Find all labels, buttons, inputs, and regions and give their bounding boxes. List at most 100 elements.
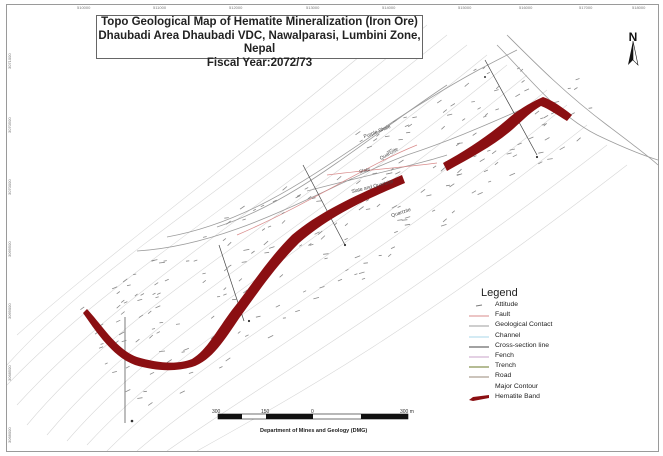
attitude-mark bbox=[308, 243, 312, 246]
attitude-mark bbox=[80, 306, 85, 311]
attitude-mark bbox=[295, 195, 301, 199]
attitude-mark bbox=[122, 278, 128, 283]
attitude-mark bbox=[116, 291, 121, 295]
attitude-mark bbox=[324, 257, 328, 260]
attitude-mark bbox=[154, 282, 159, 286]
attitude-mark bbox=[152, 292, 156, 295]
attitude-mark bbox=[356, 180, 361, 185]
contour-lines bbox=[7, 16, 628, 451]
legend-symbol-line bbox=[469, 376, 489, 378]
grid-tick-top-3: 513000 bbox=[306, 5, 320, 10]
attitude-mark bbox=[358, 206, 364, 211]
attitude-mark bbox=[394, 230, 398, 234]
attitude-mark bbox=[464, 82, 470, 87]
grid-tick-left-5: 3068500 bbox=[7, 365, 12, 381]
attitude-mark bbox=[494, 161, 499, 166]
attitude-mark bbox=[348, 178, 352, 181]
attitude-mark bbox=[386, 148, 392, 153]
attitude-mark bbox=[512, 154, 518, 158]
attitude-mark bbox=[224, 217, 229, 219]
attitude-mark bbox=[376, 133, 380, 137]
attitude-mark bbox=[225, 357, 231, 362]
attitude-mark bbox=[573, 87, 578, 90]
attitude-mark bbox=[337, 278, 343, 282]
grid-tick-left-1: 3070500 bbox=[7, 117, 12, 133]
attitude-mark bbox=[471, 101, 475, 103]
attitude-mark bbox=[317, 230, 323, 235]
attitude-mark bbox=[156, 331, 160, 334]
attitude-mark bbox=[575, 78, 580, 81]
attitude-mark bbox=[344, 223, 349, 227]
attitude-mark bbox=[311, 197, 316, 199]
attitude-mark bbox=[222, 238, 227, 242]
attitude-mark bbox=[483, 115, 487, 118]
legend-label: Cross-section line bbox=[495, 341, 550, 349]
grid-tick-top-8: 518000 bbox=[632, 5, 646, 10]
attitude-mark bbox=[255, 315, 261, 318]
scale-caption: Department of Mines and Geology (DMG) bbox=[260, 428, 368, 434]
attitude-mark bbox=[242, 218, 246, 221]
grid-tick-top-0: 510000 bbox=[77, 5, 91, 10]
grid-tick-left-2: 3070000 bbox=[7, 179, 12, 195]
attitude-mark bbox=[183, 347, 190, 351]
attitude-mark bbox=[450, 103, 456, 107]
attitude-mark bbox=[295, 309, 301, 313]
attitude-mark bbox=[354, 273, 358, 276]
attitude-mark bbox=[323, 253, 329, 255]
attitude-mark bbox=[126, 284, 131, 287]
attitude-mark bbox=[179, 390, 185, 394]
attitude-mark bbox=[272, 199, 277, 203]
scale-label-0: 300 bbox=[212, 409, 221, 415]
legend-symbol-line bbox=[469, 356, 489, 358]
attitude-mark bbox=[302, 290, 307, 293]
legend: Legend Attitude Fault Geological Contact Ch… bbox=[469, 287, 649, 403]
attitude-mark bbox=[426, 194, 432, 197]
attitude-mark bbox=[155, 305, 161, 309]
attitude-mark bbox=[538, 161, 543, 165]
attitude-mark bbox=[313, 297, 320, 300]
attitude-mark bbox=[363, 262, 368, 264]
attitude-mark bbox=[245, 334, 249, 337]
attitude-mark bbox=[243, 289, 248, 294]
legend-label: Hematite Band bbox=[495, 392, 540, 400]
legend-item: Cross-section line bbox=[469, 342, 649, 352]
attitude-mark bbox=[473, 155, 477, 158]
scale-label-3: 300 m bbox=[400, 409, 414, 415]
attitude-mark bbox=[432, 165, 437, 169]
attitude-mark bbox=[576, 137, 581, 142]
attitude-mark bbox=[163, 260, 167, 262]
grid-tick-top-7: 517000 bbox=[579, 5, 593, 10]
grid-tick-left-4: 3069000 bbox=[7, 303, 12, 319]
legend-label: Road bbox=[495, 372, 512, 380]
attitude-mark bbox=[397, 219, 403, 221]
attitude-mark bbox=[442, 218, 447, 223]
attitude-mark bbox=[112, 371, 117, 373]
attitude-mark bbox=[479, 158, 485, 162]
attitude-mark bbox=[267, 225, 272, 228]
legend-items: Attitude Fault Geological Contact Channel Cr… bbox=[469, 301, 649, 403]
legend-symbol-line bbox=[469, 346, 489, 348]
attitude-mark bbox=[181, 351, 185, 353]
attitude-mark bbox=[473, 68, 477, 71]
attitude-mark bbox=[281, 220, 286, 224]
attitude-mark bbox=[118, 331, 125, 336]
attitude-mark bbox=[520, 68, 524, 72]
attitude-mark bbox=[412, 116, 417, 119]
attitude-mark bbox=[398, 159, 404, 164]
attitude-mark bbox=[543, 115, 549, 119]
legend-label: Trench bbox=[495, 362, 516, 370]
attitude-mark bbox=[344, 238, 348, 241]
attitude-mark bbox=[486, 72, 490, 75]
attitude-mark bbox=[527, 136, 534, 140]
attitude-mark bbox=[261, 228, 266, 231]
attitude-mark bbox=[202, 279, 207, 284]
legend-item: Geological Contact bbox=[469, 321, 649, 331]
legend-item: Hematite Band bbox=[469, 393, 649, 403]
attitude-mark bbox=[570, 112, 575, 116]
legend-label: Major Contour bbox=[495, 382, 539, 390]
attitude-mark bbox=[488, 180, 492, 183]
attitude-mark bbox=[100, 343, 104, 345]
attitude-mark bbox=[210, 315, 215, 319]
attitude-mark bbox=[376, 203, 381, 208]
hematite-band bbox=[83, 97, 572, 371]
